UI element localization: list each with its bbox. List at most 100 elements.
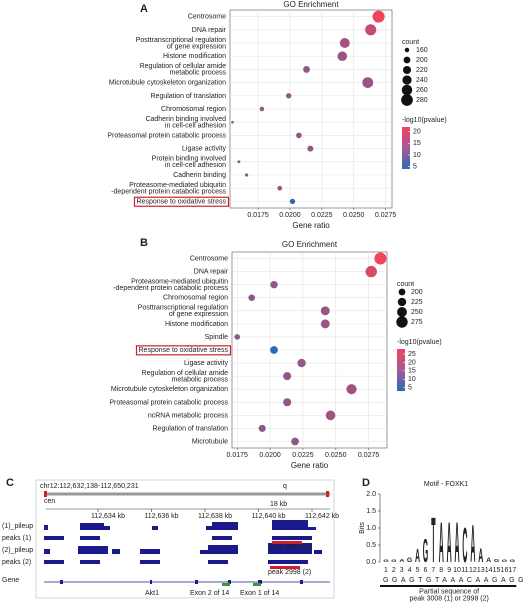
legend-label: 5 xyxy=(413,164,417,171)
position-label: 9 xyxy=(447,567,451,574)
peak-label: peak 3008 (1) xyxy=(268,544,311,551)
position-label: 4 xyxy=(408,567,412,574)
dot xyxy=(234,334,241,340)
legend-dot xyxy=(398,288,406,296)
y-axis-label: Bits xyxy=(359,522,366,534)
panel-letter: C xyxy=(6,477,14,489)
y-tick-label: 1.5 xyxy=(366,508,376,515)
dot xyxy=(283,398,292,407)
pileup-bar xyxy=(112,549,120,554)
legend-label: 160 xyxy=(416,47,428,54)
category-label: DNA repair xyxy=(194,268,229,275)
category-label: Protein binding involved in cell-cell adh… xyxy=(152,155,226,169)
category-label: Cadherin binding xyxy=(173,172,226,179)
dot xyxy=(296,132,302,139)
pileup-bar xyxy=(314,550,322,554)
logo-letter: C xyxy=(462,517,467,573)
x-axis-label: Gene ratio xyxy=(291,461,329,470)
position-label: 8 xyxy=(439,567,443,574)
category-label: ncRNA metabolic process xyxy=(148,412,229,419)
panel-letter: D xyxy=(362,477,370,489)
position-label: 14 xyxy=(485,567,493,574)
logo-letter: A xyxy=(439,510,444,575)
browser-frame xyxy=(35,479,335,599)
track-label: Gene xyxy=(2,577,19,584)
peak-bar xyxy=(80,560,100,564)
logo-letter: G xyxy=(391,560,396,564)
pileup-bar xyxy=(78,546,108,554)
peak-bar xyxy=(80,536,100,540)
category-label: Posttranscriptional regulation of gene ex… xyxy=(138,304,228,318)
y-tick-label: 0.5 xyxy=(366,542,376,549)
color-bar xyxy=(397,349,405,391)
legend-label: 225 xyxy=(411,299,423,306)
peak-bar xyxy=(208,560,228,564)
chart-title: GO Enrichment xyxy=(283,0,339,9)
position-label: 17 xyxy=(508,567,516,574)
category-label: Regulation of translation xyxy=(151,93,227,100)
pileup-bar xyxy=(272,520,308,530)
legend-label: 240 xyxy=(416,77,428,84)
exon xyxy=(195,580,198,584)
exon-highlight xyxy=(253,583,261,586)
legend-label: 250 xyxy=(411,309,423,316)
kb-label: 112,636 kb xyxy=(144,513,178,520)
dot xyxy=(286,93,292,99)
dot xyxy=(270,346,278,354)
highlight-box xyxy=(133,196,230,207)
x-tick-label: 0.0200 xyxy=(279,212,301,219)
logo-letter: G xyxy=(510,560,515,564)
pileup-bar xyxy=(268,543,312,554)
position-label: 12 xyxy=(469,567,477,574)
x-tick-label: 0.0175 xyxy=(227,452,249,459)
legend-dot xyxy=(397,307,407,317)
exon-highlight xyxy=(222,583,230,586)
logo-letter: G xyxy=(494,559,500,564)
legend-label: 10 xyxy=(408,376,416,383)
position-label: 3 xyxy=(400,567,404,574)
logo-letter: A xyxy=(470,514,475,573)
category-label: Cadherin binding involved in cell-cell ad… xyxy=(145,116,226,130)
legend-label: 15 xyxy=(413,140,421,147)
dot xyxy=(258,424,266,432)
logo-letter: G xyxy=(383,560,388,564)
exon xyxy=(300,580,303,584)
category-label: Centrosome xyxy=(188,13,226,20)
x-axis-label: Gene ratio xyxy=(292,221,330,230)
dot xyxy=(362,77,374,88)
pileup-bar xyxy=(80,523,104,530)
category-label: Ligase activity xyxy=(184,360,228,367)
category-label: Spindle xyxy=(205,334,228,341)
legend-label: 200 xyxy=(411,289,423,296)
dot xyxy=(244,173,249,177)
track-label: peaks (1) xyxy=(2,535,31,542)
kb-label: 112,638 kb xyxy=(198,513,232,520)
category-label: Posttranscriptional regulation of gene ex… xyxy=(136,37,226,51)
peak-highlight xyxy=(272,541,302,544)
track-label: peaks (2) xyxy=(2,559,31,566)
dot xyxy=(339,38,350,48)
peak-bar xyxy=(212,536,232,540)
legend-dot xyxy=(396,316,408,328)
legend-label: 25 xyxy=(408,351,416,358)
legend-label: 5 xyxy=(408,384,412,391)
category-label: Ligase activity xyxy=(182,145,226,152)
pileup-bar xyxy=(44,525,48,530)
position-label: 5 xyxy=(416,567,420,574)
legend-title: count xyxy=(397,281,414,288)
dot xyxy=(270,280,278,289)
logo-letter: G xyxy=(423,533,428,570)
position-label: 6 xyxy=(423,567,427,574)
logo-letter: A xyxy=(415,546,420,566)
category-label: Microtubule xyxy=(192,438,228,445)
ideogram-mark xyxy=(326,491,329,497)
gene-label: Akt1 xyxy=(145,590,159,597)
pileup-bar xyxy=(212,522,238,530)
logo-letter: A xyxy=(455,510,460,575)
category-label: Microtubule cytoskeleton organization xyxy=(111,386,228,393)
category-label: Response to oxidative stress xyxy=(139,347,229,354)
dot xyxy=(346,384,357,395)
peak-bar xyxy=(140,560,160,564)
dot xyxy=(259,106,265,112)
